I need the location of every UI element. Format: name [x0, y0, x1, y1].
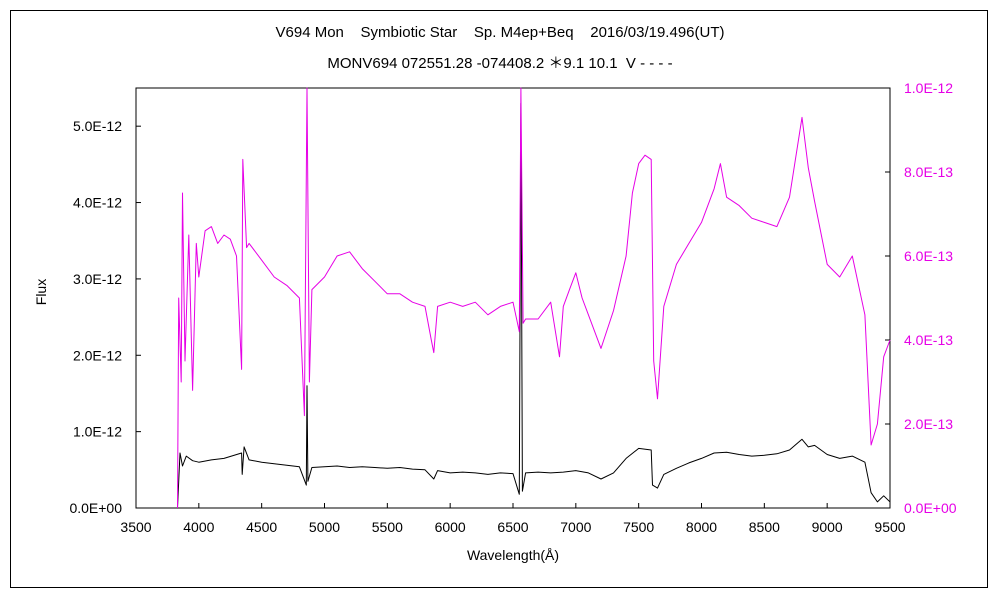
x-tick-label: 6500: [497, 519, 528, 535]
x-tick-label: 9500: [874, 519, 905, 535]
y-left-tick-label: 4.0E-12: [73, 195, 122, 211]
x-axis-label: Wavelength(Å): [467, 547, 559, 563]
y-right-tick-label: 0.0E+00: [904, 500, 957, 516]
black-spectrum-line: [177, 102, 891, 509]
x-tick-label: 8500: [749, 519, 780, 535]
chart-title: V694 Mon Symbiotic Star Sp. M4ep+Beq 201…: [275, 24, 725, 41]
x-tick-label: 5500: [372, 519, 403, 535]
x-tick-label: 7000: [560, 519, 591, 535]
x-tick-label: 3500: [120, 519, 151, 535]
x-tick-label: 4500: [246, 519, 277, 535]
y-left-tick-label: 3.0E-12: [73, 271, 122, 287]
y-left-tick-label: 0.0E+00: [69, 500, 122, 516]
series-group: [177, 87, 891, 509]
left-y-axis: 0.0E+00 1.0E-12 2.0E-12 3.0E-12 4.0E-12 5.0E-…: [69, 118, 141, 516]
x-tick-label: 7500: [623, 519, 654, 535]
y-axis-label: Flux: [33, 279, 49, 305]
y-left-tick-label: 2.0E-12: [73, 347, 122, 363]
y-left-tick-label: 5.0E-12: [73, 118, 122, 134]
chart-frame: [10, 10, 988, 588]
x-tick-label: 6000: [435, 519, 466, 535]
x-tick-label: 8000: [686, 519, 717, 535]
x-tick-label: 9000: [812, 519, 843, 535]
y-left-tick-label: 1.0E-12: [73, 424, 122, 440]
plot-area: [135, 87, 891, 509]
y-right-tick-label: 1.0E-12: [904, 80, 953, 96]
magenta-spectrum-line: [177, 87, 891, 509]
x-tick-label: 5000: [309, 519, 340, 535]
y-right-tick-label: 2.0E-13: [904, 416, 953, 432]
x-tick-label: 4000: [183, 519, 214, 535]
chart-subtitle: MONV694 072551.28 -074408.2 ＊9.1 10.1 V …: [327, 55, 673, 72]
y-right-tick-label: 4.0E-13: [904, 332, 953, 348]
x-axis: 3500 4000 4500 5000 5500 6000 6500 7000 7500 8000…: [120, 503, 906, 535]
right-y-axis: 0.0E+00 2.0E-13 4.0E-13 6.0E-13 8.0E-13 1.0E-…: [885, 80, 957, 516]
y-right-tick-label: 6.0E-13: [904, 248, 953, 264]
y-right-tick-label: 8.0E-13: [904, 164, 953, 180]
